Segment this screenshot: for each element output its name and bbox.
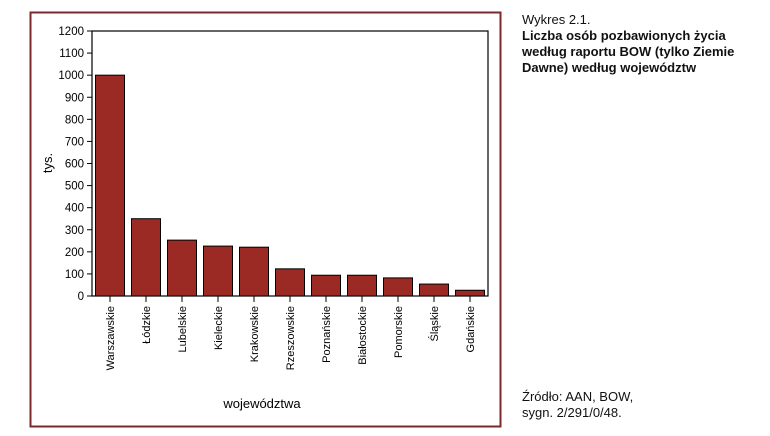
y-tick-label: 400 [65, 203, 84, 215]
x-tick-label: Pomorskie [393, 306, 405, 358]
x-tick-label: Białostockie [357, 306, 369, 365]
y-tick-label: 1000 [58, 70, 84, 82]
y-tick-label: 200 [65, 247, 84, 259]
x-tick-label: Śląskie [428, 306, 441, 341]
caption-label: Wykres 2.1. [522, 12, 591, 27]
source-line-1: Źródło: AAN, BOW, [522, 389, 634, 404]
x-tick-label: Kieleckie [213, 306, 225, 350]
x-tick-label: Gdańskie [465, 306, 477, 352]
x-tick-label: Lubelskie [177, 306, 189, 352]
bar [167, 239, 197, 297]
source-line-2: sygn. 2/291/0/48. [522, 405, 622, 420]
y-tick-label: 1200 [58, 26, 84, 38]
y-tick-label: 1100 [59, 48, 84, 60]
bar [347, 274, 377, 297]
bar [239, 246, 269, 297]
bar [275, 268, 305, 297]
chart-caption: Wykres 2.1. Liczba osób pozbawionych życ… [522, 12, 762, 76]
caption-title: Liczba osób pozbawionych życia według ra… [522, 28, 735, 75]
y-tick-label: 700 [65, 136, 84, 148]
chart-frame [29, 11, 502, 428]
x-tick-label: Warszawskie [105, 306, 117, 370]
x-axis-label: województwa [222, 396, 301, 411]
bar [203, 245, 233, 297]
x-tick-label: Łódzkie [141, 306, 153, 344]
y-tick-label: 300 [65, 225, 84, 237]
x-tick-label: Krakowskie [249, 306, 261, 362]
bar [311, 274, 341, 297]
x-tick-label: Poznańskie [321, 306, 333, 363]
y-tick-label: 800 [65, 114, 84, 126]
bar [383, 277, 413, 297]
bar [419, 283, 449, 297]
y-tick-label: 0 [78, 291, 84, 303]
y-tick-label: 100 [65, 269, 84, 281]
bar [131, 218, 161, 297]
y-tick-label: 500 [65, 181, 84, 193]
y-tick-label: 600 [65, 159, 84, 171]
source-note: Źródło: AAN, BOW, sygn. 2/291/0/48. [522, 389, 762, 421]
bar [455, 289, 485, 297]
x-tick-label: Rzeszowskie [285, 306, 297, 370]
y-axis-label: tys. [40, 153, 55, 173]
y-tick-label: 900 [65, 92, 84, 104]
bar [95, 74, 125, 297]
